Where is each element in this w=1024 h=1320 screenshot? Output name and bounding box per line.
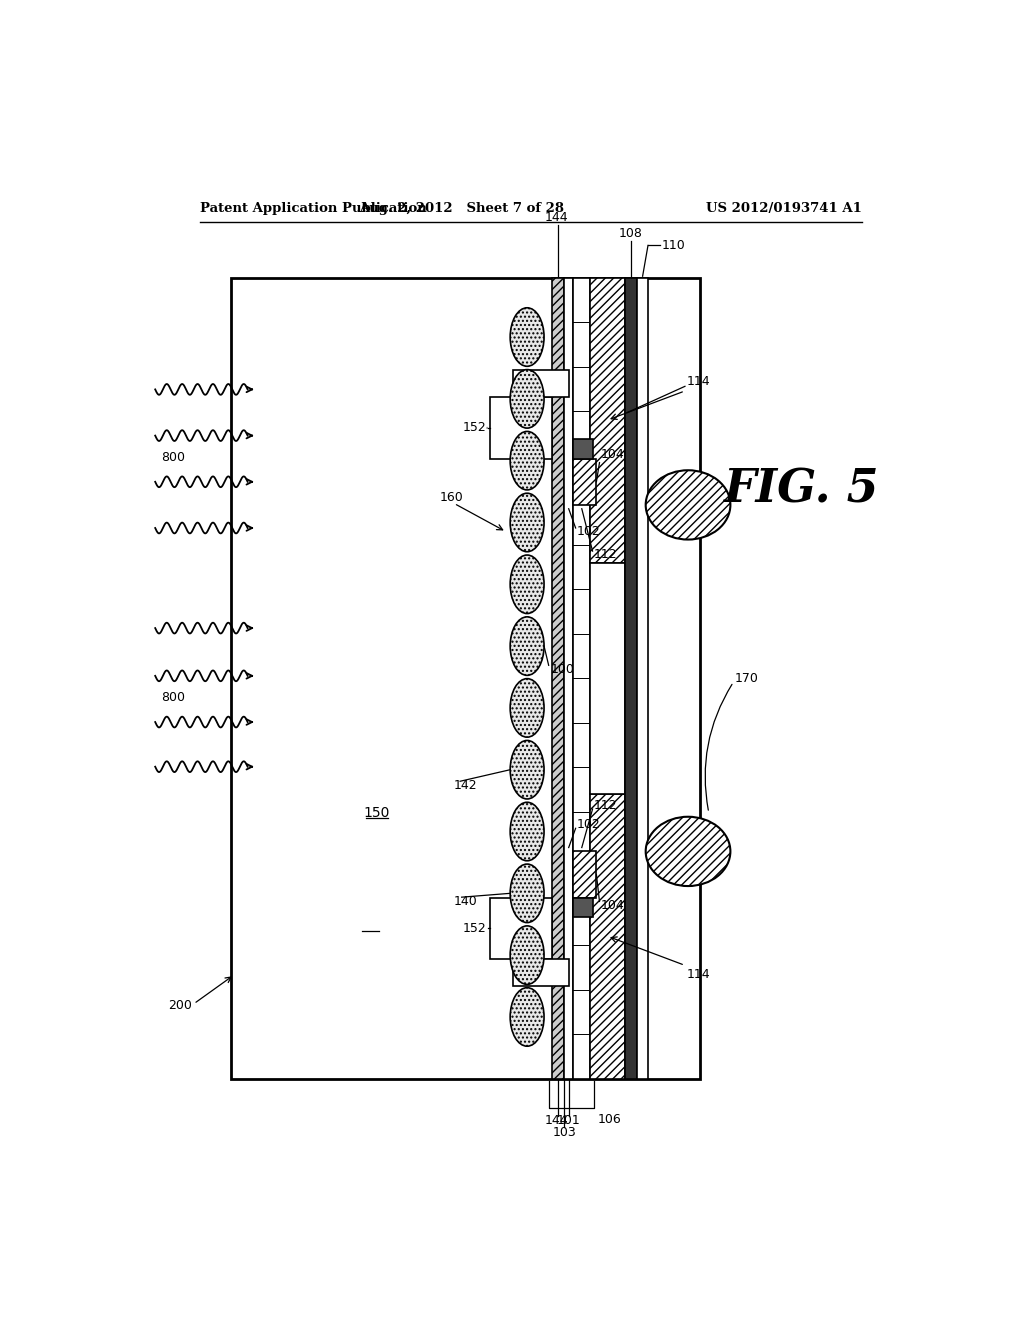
Bar (590, 277, 625, 562)
Bar (230, 277, 700, 1078)
Text: 142: 142 (454, 779, 477, 792)
Text: 800: 800 (162, 690, 185, 704)
Ellipse shape (510, 865, 544, 923)
Text: 112: 112 (593, 548, 616, 561)
Bar (573, 851, 596, 898)
Text: 152: 152 (463, 421, 486, 434)
Bar (625, 277, 637, 1078)
Text: 152: 152 (463, 921, 486, 935)
Text: 102: 102 (577, 818, 600, 832)
Ellipse shape (646, 817, 730, 886)
Ellipse shape (510, 432, 544, 490)
Text: Patent Application Publication: Patent Application Publication (200, 202, 427, 215)
Bar (564, 277, 573, 1078)
Text: 104: 104 (600, 899, 624, 912)
Text: 104: 104 (600, 449, 624, 462)
Text: 160: 160 (440, 491, 464, 504)
Text: FIG. 5: FIG. 5 (723, 466, 879, 512)
Text: 140: 140 (454, 895, 478, 908)
Text: 101: 101 (557, 1114, 581, 1127)
Text: 112: 112 (593, 799, 616, 812)
Text: US 2012/0193741 A1: US 2012/0193741 A1 (707, 202, 862, 215)
Text: 114: 114 (686, 968, 710, 981)
Text: 114: 114 (686, 375, 710, 388)
Text: 100: 100 (550, 663, 574, 676)
Bar (573, 898, 593, 917)
Text: 106: 106 (597, 1113, 621, 1126)
Text: 144: 144 (545, 1114, 568, 1127)
Ellipse shape (510, 554, 544, 614)
Text: 110: 110 (662, 239, 686, 252)
Ellipse shape (646, 470, 730, 540)
Bar (513, 370, 569, 397)
Text: 108: 108 (620, 227, 643, 240)
Text: Aug. 2, 2012   Sheet 7 of 28: Aug. 2, 2012 Sheet 7 of 28 (359, 202, 564, 215)
Ellipse shape (510, 987, 544, 1047)
Bar (552, 277, 564, 1078)
Text: 144: 144 (545, 211, 568, 224)
Bar (590, 793, 625, 1078)
Text: 170: 170 (734, 672, 758, 685)
Ellipse shape (510, 616, 544, 676)
Text: 800: 800 (162, 450, 185, 463)
Bar (573, 440, 593, 459)
Ellipse shape (510, 741, 544, 799)
Ellipse shape (510, 308, 544, 367)
Ellipse shape (510, 803, 544, 861)
Text: 200: 200 (168, 999, 193, 1012)
Text: 102: 102 (577, 525, 600, 539)
Ellipse shape (510, 678, 544, 737)
Text: 103: 103 (552, 1126, 575, 1139)
Bar (513, 960, 569, 986)
Ellipse shape (510, 370, 544, 428)
Text: 150: 150 (364, 807, 390, 820)
Bar (573, 459, 596, 506)
Bar (490, 397, 552, 459)
Ellipse shape (510, 494, 544, 552)
Bar (637, 277, 648, 1078)
Ellipse shape (510, 925, 544, 985)
Bar (573, 277, 590, 1078)
Bar (490, 898, 552, 960)
Bar (590, 562, 625, 793)
